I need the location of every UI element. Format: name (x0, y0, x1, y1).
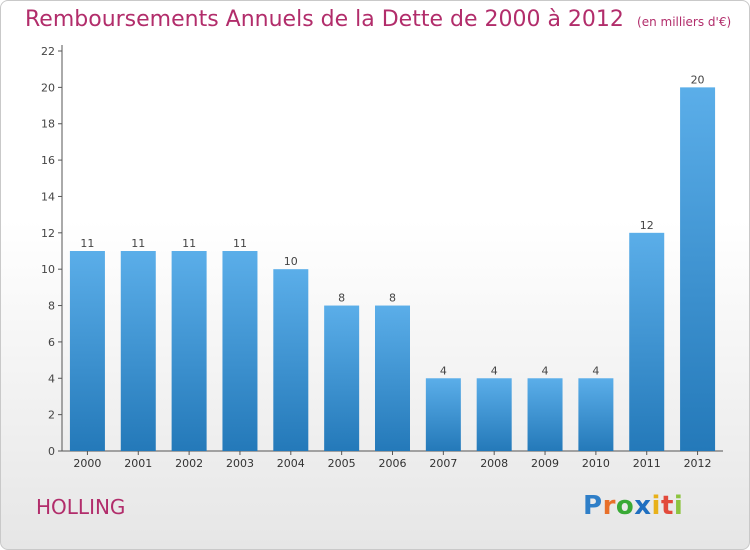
x-tick-label: 2004 (277, 457, 305, 470)
logo-letter: r (602, 491, 616, 521)
data-labels: 11 11 11 11 10 8 8 4 4 4 4 12 20 (80, 73, 704, 377)
data-label: 11 (80, 237, 94, 250)
bars (69, 87, 716, 451)
bar (629, 232, 665, 451)
data-label: 4 (542, 364, 549, 377)
data-label: 4 (592, 364, 599, 377)
proxiti-logo: Proxiti (583, 491, 683, 521)
x-tick-label: 2012 (684, 457, 712, 470)
y-tick-label: 14 (41, 190, 55, 203)
x-tick-label: 2000 (73, 457, 101, 470)
x-tick-label: 2006 (379, 457, 407, 470)
y-tick-label: 8 (48, 300, 55, 313)
bar (375, 305, 410, 451)
town-name: HOLLING (36, 495, 126, 519)
data-label: 20 (691, 73, 705, 86)
x-tick-label: 2008 (480, 457, 508, 470)
bar (120, 251, 156, 451)
y-tick-label: 6 (48, 336, 55, 349)
axes: 0 2 4 6 8 10 12 14 16 18 20 22 2000 2001 2002 2003 2004 2… (41, 45, 723, 470)
data-label: 11 (233, 237, 247, 250)
bar (222, 251, 258, 451)
x-tick-label: 2011 (633, 457, 661, 470)
x-tick-label: 2003 (226, 457, 254, 470)
y-tick-label: 16 (41, 154, 55, 167)
bar (324, 305, 360, 451)
y-tick-label: 22 (41, 45, 55, 58)
data-label: 8 (389, 292, 396, 305)
data-label: 11 (182, 237, 196, 250)
title-row: Remboursements Annuels de la Dette de 20… (25, 7, 731, 32)
bar (527, 378, 563, 451)
x-tick-label: 2009 (531, 457, 559, 470)
bar (476, 378, 512, 451)
bar (578, 378, 614, 451)
data-label: 4 (491, 364, 498, 377)
logo-letter: i (673, 491, 684, 521)
y-tick-label: 10 (41, 263, 55, 276)
chart-title: Remboursements Annuels de la Dette de 20… (25, 7, 624, 32)
data-label: 12 (640, 219, 654, 232)
bar (680, 87, 716, 451)
x-tick-label: 2002 (175, 457, 203, 470)
logo-letter: o (615, 491, 635, 521)
x-tick-label: 2007 (429, 457, 457, 470)
data-label: 11 (131, 237, 145, 250)
bar (171, 251, 207, 451)
y-tick-label: 12 (41, 227, 55, 240)
bar (425, 378, 461, 451)
y-tick-label: 4 (48, 372, 55, 385)
chart-unit: (en milliers d'€) (637, 15, 732, 29)
data-label: 10 (284, 255, 298, 268)
x-tick-label: 2010 (582, 457, 610, 470)
x-tick-label: 2005 (328, 457, 356, 470)
y-tick-label: 18 (41, 118, 55, 131)
y-tick-label: 0 (48, 445, 55, 458)
bar (273, 269, 309, 451)
y-tick-label: 20 (41, 81, 55, 94)
logo-letter: P (583, 491, 603, 521)
y-tick-label: 2 (48, 409, 55, 422)
x-tick-label: 2001 (124, 457, 152, 470)
data-label: 4 (440, 364, 447, 377)
bar (69, 251, 105, 451)
logo-letter: x (634, 491, 652, 521)
data-label: 8 (338, 292, 345, 305)
logo-letter: i (651, 491, 661, 521)
logo-letter: t (660, 491, 674, 521)
